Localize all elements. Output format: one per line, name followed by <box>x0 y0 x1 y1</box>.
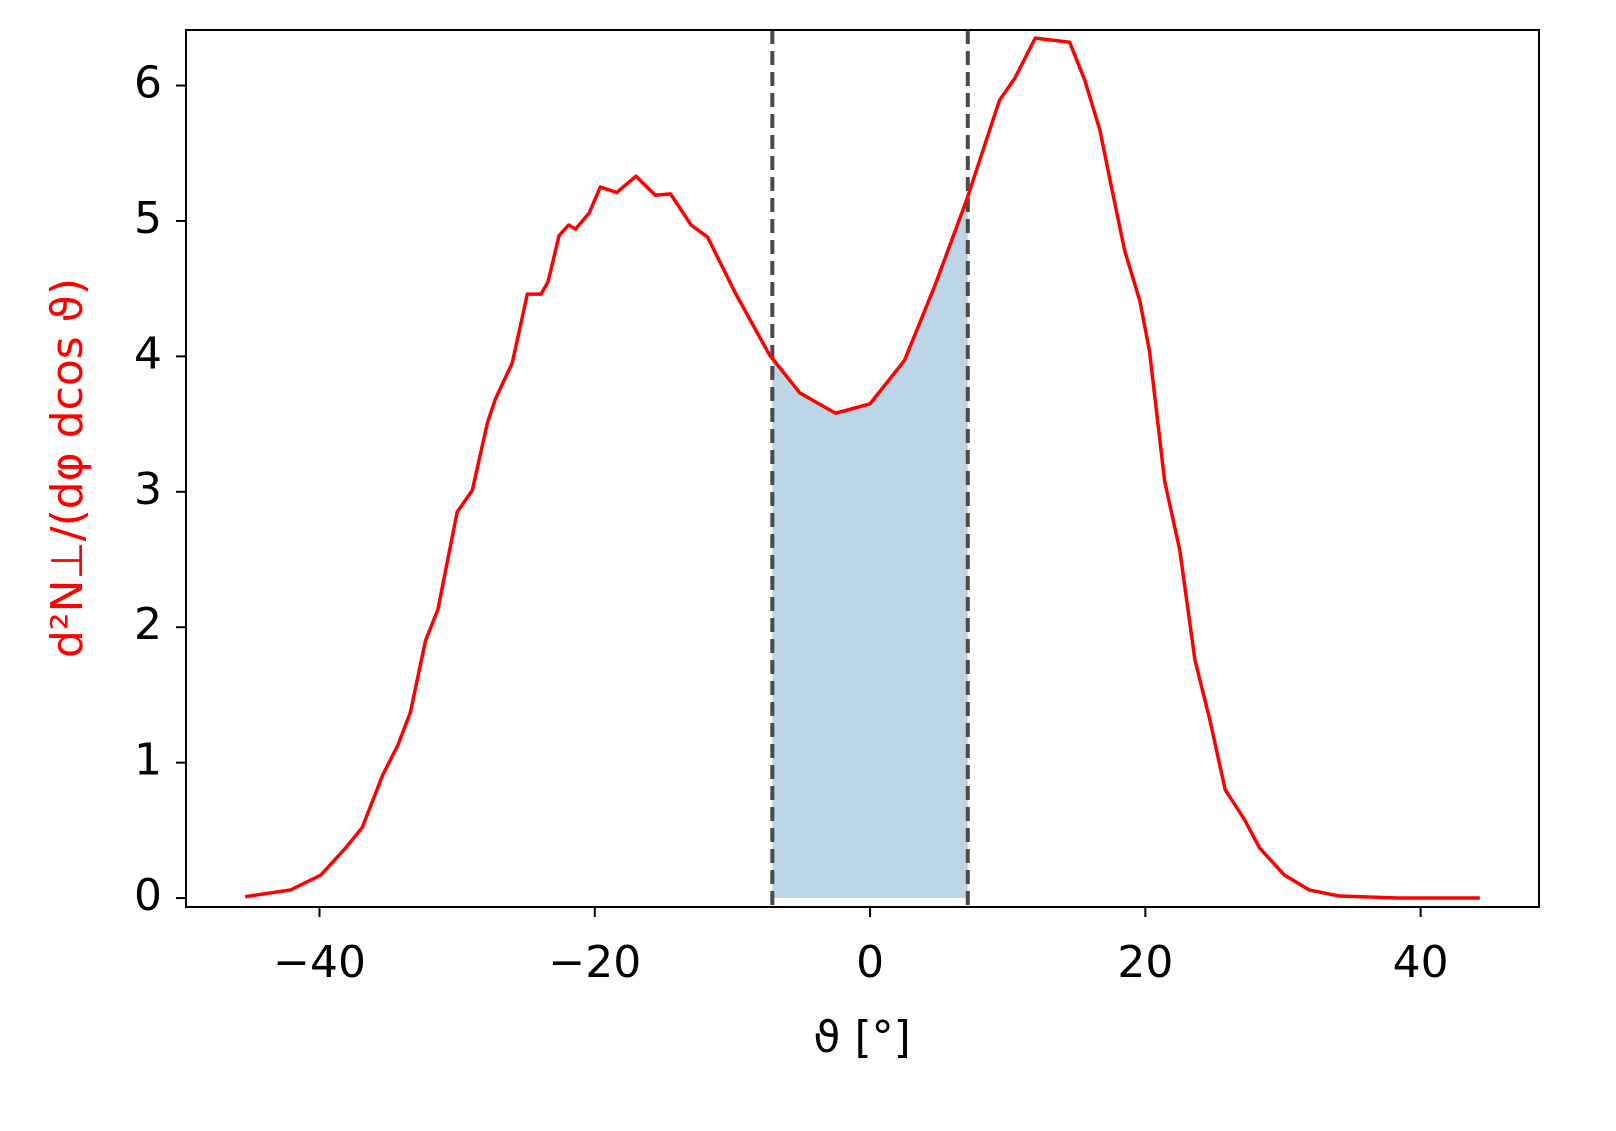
y-tick-label: 6 <box>134 58 162 109</box>
x-tick-label: 20 <box>1117 937 1173 988</box>
x-tick-label: 40 <box>1393 937 1449 988</box>
y-axis-label: d²N⊥/(dφ dcos ϑ) <box>42 278 93 658</box>
x-tick-label: −40 <box>273 937 366 988</box>
data-line <box>244 36 1480 900</box>
x-axis-label: ϑ [°] <box>813 1012 911 1063</box>
x-tick-label: −20 <box>548 937 641 988</box>
y-tick-label: 3 <box>134 464 162 515</box>
plot-frame <box>185 29 1540 908</box>
y-tick-label: 4 <box>134 328 162 379</box>
shaded-region <box>772 196 968 899</box>
x-tick-label: 0 <box>856 937 884 988</box>
y-tick-label: 0 <box>134 870 162 921</box>
y-tick-label: 1 <box>134 735 162 786</box>
y-tick-label: 2 <box>134 599 162 650</box>
y-tick-label: 5 <box>134 193 162 244</box>
